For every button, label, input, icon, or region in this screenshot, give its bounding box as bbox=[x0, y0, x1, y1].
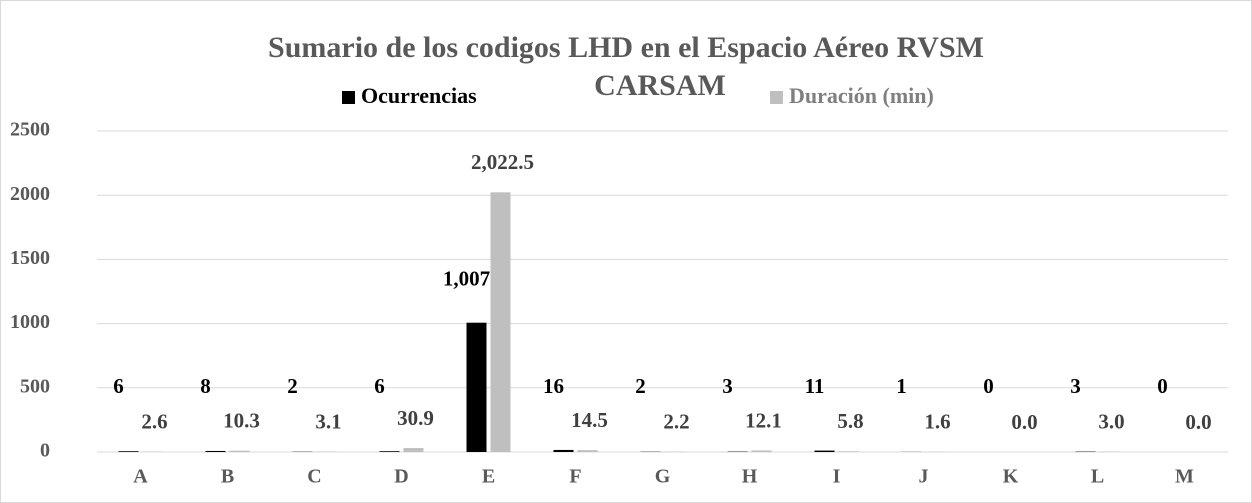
data-label: 0 bbox=[983, 374, 994, 398]
legend-label: Duración (min) bbox=[789, 83, 934, 108]
data-label: 1,007 bbox=[443, 267, 490, 291]
x-tick-label: D bbox=[394, 466, 408, 488]
x-tick-label: A bbox=[133, 466, 148, 488]
bar bbox=[838, 451, 859, 452]
chart-title: Sumario de los codigos LHD en el Espacio… bbox=[268, 31, 984, 64]
chart-title: CARSAM bbox=[594, 69, 726, 102]
data-label: 3.1 bbox=[315, 409, 341, 433]
data-label: 2 bbox=[287, 374, 298, 398]
bar bbox=[490, 192, 511, 452]
y-tick-label: 500 bbox=[20, 375, 50, 397]
data-label: 1.6 bbox=[924, 410, 950, 434]
x-tick-label: B bbox=[221, 466, 234, 488]
y-tick-label: 1500 bbox=[10, 247, 50, 269]
data-label: 0.0 bbox=[1185, 410, 1211, 434]
x-tick-label: E bbox=[482, 466, 495, 488]
legend-swatch bbox=[342, 91, 355, 104]
data-label: 6 bbox=[113, 374, 124, 398]
bar bbox=[466, 322, 487, 452]
y-tick-label: 2000 bbox=[10, 183, 50, 205]
y-tick-label: 2500 bbox=[10, 119, 50, 141]
bar bbox=[118, 451, 139, 452]
bar bbox=[577, 450, 598, 452]
data-label: 2 bbox=[635, 374, 646, 398]
data-label: 2.2 bbox=[663, 410, 689, 434]
data-label: 2.6 bbox=[141, 409, 167, 433]
data-label: 0.0 bbox=[1011, 410, 1037, 434]
bar bbox=[403, 448, 424, 452]
y-tick-label: 1000 bbox=[10, 311, 50, 333]
legend-label: Ocurrencias bbox=[361, 83, 477, 108]
bar bbox=[814, 450, 835, 452]
x-tick-label: L bbox=[1091, 466, 1104, 488]
x-tick-label: J bbox=[919, 466, 929, 488]
x-tick-label: C bbox=[307, 466, 321, 488]
bar bbox=[205, 450, 226, 452]
x-tick-label: G bbox=[655, 466, 671, 488]
data-label: 16 bbox=[543, 374, 564, 398]
data-label: 0 bbox=[1157, 374, 1168, 398]
data-label: 10.3 bbox=[223, 408, 260, 432]
data-label: 5.8 bbox=[837, 409, 863, 433]
x-tick-label: F bbox=[569, 466, 581, 488]
data-label: 1 bbox=[896, 374, 907, 398]
data-label: 30.9 bbox=[397, 406, 434, 430]
x-tick-label: K bbox=[1003, 466, 1019, 488]
data-label: 12.1 bbox=[745, 408, 782, 432]
data-label: 8 bbox=[200, 374, 211, 398]
data-label: 3 bbox=[722, 374, 733, 398]
data-label: 3 bbox=[1070, 374, 1081, 398]
data-label: 3.0 bbox=[1098, 409, 1124, 433]
data-label: 14.5 bbox=[571, 408, 608, 432]
data-label: 6 bbox=[374, 374, 385, 398]
y-tick-label: 0 bbox=[40, 440, 50, 462]
bar bbox=[379, 451, 400, 452]
x-tick-label: H bbox=[742, 466, 758, 488]
bar bbox=[751, 450, 772, 452]
x-tick-label: I bbox=[833, 466, 841, 488]
data-label: 2,022.5 bbox=[471, 150, 534, 174]
x-tick-label: M bbox=[1175, 466, 1194, 488]
bar bbox=[553, 449, 574, 452]
legend-swatch bbox=[770, 91, 783, 104]
data-label: 11 bbox=[805, 374, 825, 398]
bar bbox=[229, 450, 250, 452]
